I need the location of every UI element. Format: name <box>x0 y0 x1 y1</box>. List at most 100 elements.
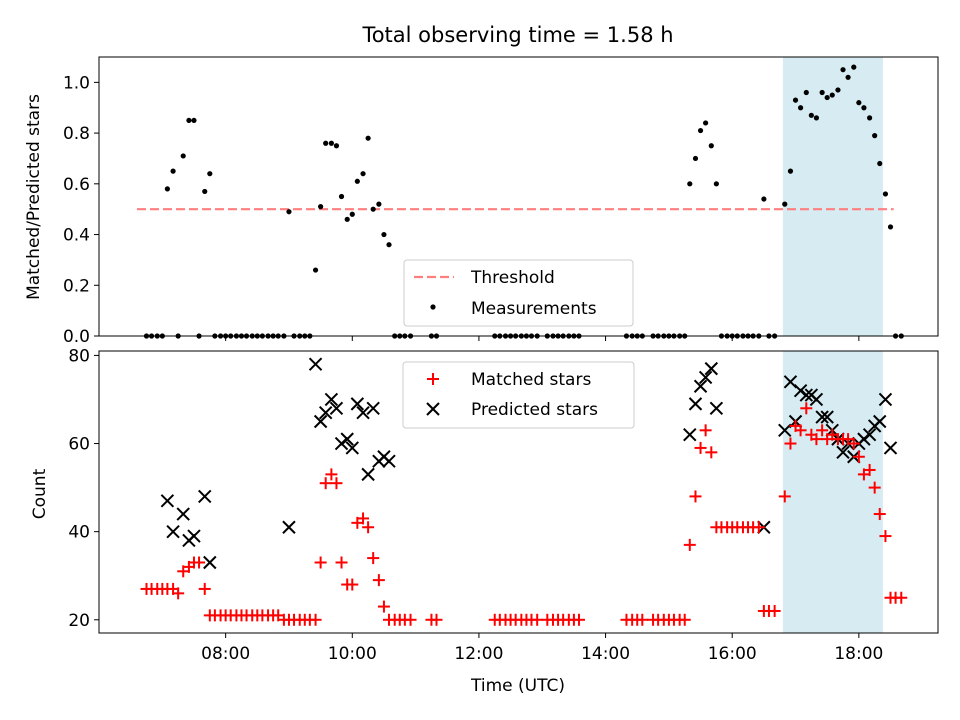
measurement-point <box>360 171 366 177</box>
measurement-point <box>312 267 319 273</box>
measurement-point <box>887 224 894 230</box>
matched-point <box>572 613 585 626</box>
measurement-point <box>835 87 841 93</box>
bottom-y-tick-label: 80 <box>68 346 90 366</box>
bottom-observing-window <box>782 351 883 633</box>
chart-title: Total observing time = 1.58 h <box>361 23 673 47</box>
measurement-point <box>692 155 699 162</box>
measurement-point <box>861 105 867 111</box>
predicted-point <box>698 370 713 385</box>
measurement-point <box>845 74 851 80</box>
measurement-point <box>318 204 324 210</box>
matched-point <box>372 574 385 587</box>
matched-points <box>140 402 908 626</box>
measurement-point <box>370 206 376 212</box>
measurement-point <box>386 242 392 248</box>
measurement-point <box>787 168 794 174</box>
measurement-point <box>877 160 883 167</box>
matched-point <box>689 490 702 503</box>
matched-point <box>800 402 813 415</box>
measurement-point <box>882 191 889 197</box>
measurement-point <box>207 171 213 177</box>
measurement-point <box>697 127 704 134</box>
predicted-point <box>166 524 180 539</box>
measurement-point <box>713 181 719 187</box>
matched-point <box>430 613 443 626</box>
measurement-point <box>333 143 340 149</box>
measurement-point <box>191 117 197 124</box>
predicted-point <box>778 423 792 438</box>
matched-point <box>636 613 649 626</box>
matched-point <box>357 512 370 525</box>
matched-point <box>319 477 332 490</box>
measurement-point <box>782 201 788 207</box>
matched-point <box>404 613 417 626</box>
matched-point <box>705 446 718 459</box>
top-x-ticks <box>225 336 860 341</box>
matched-point <box>784 437 797 450</box>
measurement-point <box>867 115 873 121</box>
legend-measurements-swatch <box>430 304 436 310</box>
measurement-point <box>872 133 878 139</box>
matched-point <box>330 477 343 490</box>
predicted-point <box>324 392 339 407</box>
measurement-point <box>286 209 292 215</box>
matched-point <box>778 490 791 503</box>
x-axis-label: Time (UTC) <box>470 676 565 696</box>
predicted-point <box>340 432 354 446</box>
legend-matched-swatch <box>427 373 439 385</box>
measurement-point <box>797 105 804 111</box>
top-y-tick-label: 0.4 <box>63 226 90 246</box>
matched-point <box>852 450 865 463</box>
measurement-point <box>803 89 809 96</box>
matched-point <box>847 437 860 450</box>
predicted-point <box>704 361 719 376</box>
measurement-point <box>186 117 192 124</box>
predicted-point <box>878 392 893 407</box>
bottom-legend: Matched stars Predicted stars <box>402 361 635 429</box>
top-axes-frame <box>98 56 939 337</box>
bottom-y-tick-label: 60 <box>68 435 90 455</box>
measurement-point <box>376 201 382 207</box>
top-legend: Threshold Measurements <box>403 259 634 327</box>
bottom-axes-frame <box>98 350 939 634</box>
predicted-point <box>313 414 328 429</box>
bottom-y-ticks: 20 40 60 80 <box>68 346 99 631</box>
matched-point <box>873 508 886 521</box>
measurement-points <box>143 64 904 339</box>
predicted-point <box>308 357 323 371</box>
matched-point <box>752 521 765 534</box>
matched-point <box>314 556 327 569</box>
top-y-tick-label: 0.2 <box>63 276 90 296</box>
legend-predicted-swatch <box>426 402 440 416</box>
predicted-point <box>820 410 834 424</box>
predicted-point <box>883 441 898 455</box>
matched-point <box>531 613 544 626</box>
matched-point <box>335 556 348 569</box>
measurement-point <box>761 196 767 202</box>
matched-point <box>879 530 892 543</box>
measurement-point <box>813 115 820 121</box>
top-y-tick-label: 0.8 <box>63 124 90 144</box>
measurement-point <box>824 94 830 101</box>
measurement-point <box>164 186 170 192</box>
measurement-point <box>703 120 709 126</box>
x-tick-label: 18:00 <box>834 644 883 664</box>
predicted-point <box>366 401 380 415</box>
matched-point <box>863 463 876 476</box>
matched-point <box>699 424 712 437</box>
bottom-y-tick-label: 40 <box>68 523 90 543</box>
top-y-tick-label: 0.6 <box>63 175 90 195</box>
matched-point <box>868 481 881 494</box>
predicted-point <box>160 494 175 508</box>
predicted-point <box>356 405 370 420</box>
predicted-point <box>815 410 829 424</box>
matched-point <box>377 600 390 613</box>
top-observing-window <box>782 57 883 336</box>
predicted-point <box>318 405 333 420</box>
measurement-point <box>819 89 825 96</box>
predicted-point <box>693 379 708 393</box>
matched-point <box>810 433 823 446</box>
matched-point <box>172 587 185 600</box>
